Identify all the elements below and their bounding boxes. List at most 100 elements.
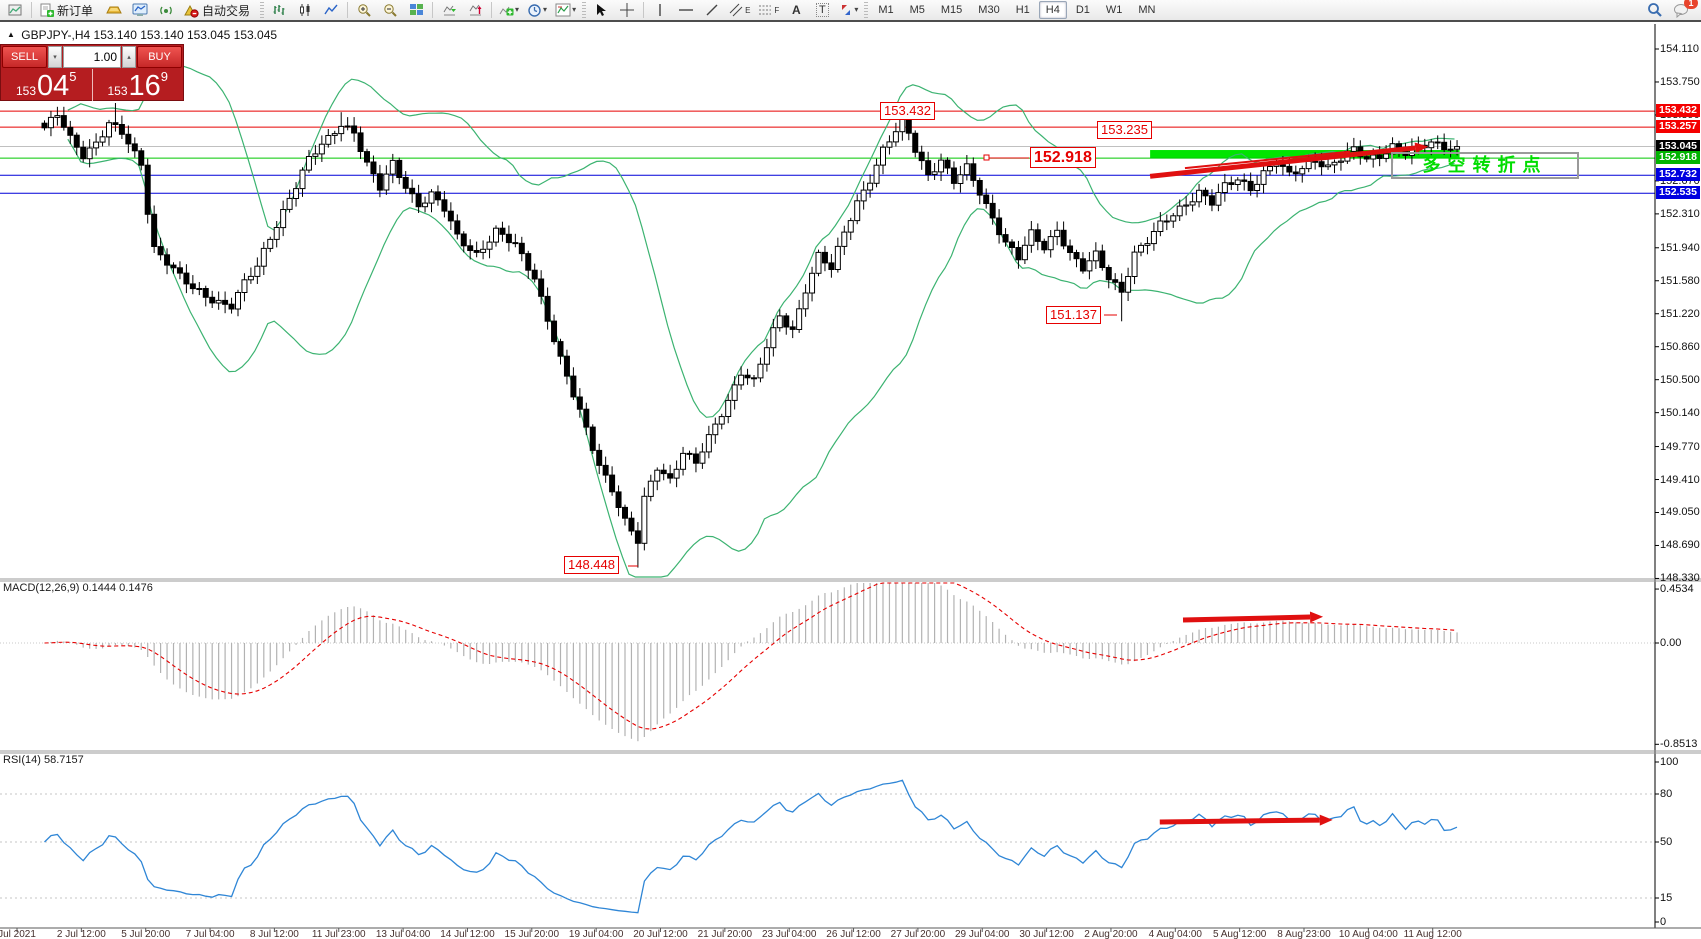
time-axis-label: 21 Jul 20:00 <box>697 929 753 939</box>
crosshair-icon <box>620 3 635 17</box>
trendline-tool-button[interactable] <box>700 0 724 20</box>
new-order-button[interactable]: 新订单 <box>36 0 100 20</box>
one-click-trading-widget: SELL ▾ ▴ BUY 153 04 5 153 16 9 <box>0 44 184 101</box>
sell-button[interactable]: SELL <box>2 46 47 68</box>
buy-price-big: 16 <box>128 70 161 102</box>
chart-shift-button[interactable] <box>463 0 487 20</box>
fibonacci-icon <box>758 3 773 17</box>
signals-button[interactable] <box>154 0 178 20</box>
text-tool-letter: A <box>791 3 801 17</box>
indicators-add-button[interactable]: ▾ <box>496 0 522 20</box>
candlestick-chart-button[interactable] <box>293 0 317 20</box>
signal-icon <box>159 3 174 17</box>
search-button[interactable] <box>1643 0 1667 20</box>
price-axis-tick: 151.940 <box>1660 241 1700 254</box>
rsi-axis-tick: 100 <box>1660 756 1679 768</box>
autotrade-icon <box>183 3 199 18</box>
rsi-label: RSI(14) 58.7157 <box>3 754 84 766</box>
label-tool-button[interactable]: T <box>810 0 834 20</box>
sell-price[interactable]: 153 04 5 <box>1 69 93 101</box>
notifications-button[interactable]: 1 <box>1669 0 1698 20</box>
tab-timeframe-m1[interactable]: M1 <box>878 4 894 16</box>
app-chart-button[interactable] <box>3 0 27 20</box>
collapse-triangle-icon[interactable]: ▲ <box>7 30 15 39</box>
candlestick-icon <box>298 3 312 17</box>
time-axis-label: 7 Jul 04:00 <box>185 929 235 939</box>
tab-timeframe-w1[interactable]: W1 <box>1105 4 1123 16</box>
price-axis-badge: 153.432 <box>1656 104 1700 118</box>
crosshair-tool-button[interactable] <box>615 0 639 20</box>
price-axis-badge: 152.535 <box>1656 186 1700 200</box>
volume-increase-button[interactable]: ▴ <box>122 46 136 68</box>
zoom-out-button[interactable] <box>378 0 402 20</box>
rsi-axis-tick: 50 <box>1660 836 1673 848</box>
line-chart-button[interactable] <box>319 0 343 20</box>
vertical-line-tool-button[interactable] <box>648 0 672 20</box>
cursor-tool-button[interactable] <box>589 0 613 20</box>
buy-price-prefix: 153 <box>107 84 128 98</box>
fibonacci-tool-button[interactable]: F <box>755 0 782 20</box>
line-chart-icon <box>324 3 338 17</box>
autotrade-button[interactable]: 自动交易 <box>180 0 257 20</box>
price-label-153235[interactable]: 153.235 <box>1097 121 1152 139</box>
tab-timeframe-mn[interactable]: MN <box>1138 4 1156 16</box>
tile-windows-button[interactable] <box>404 0 428 20</box>
templates-button[interactable]: ▾ <box>552 0 579 20</box>
buy-button[interactable]: BUY <box>137 46 182 68</box>
dropdown-caret-icon: ▾ <box>854 5 859 14</box>
macd-axis-tick: 0.00 <box>1660 637 1682 649</box>
buy-price[interactable]: 153 16 9 <box>93 69 184 101</box>
dropdown-caret-icon: ▾ <box>515 5 520 14</box>
volume-decrease-button[interactable]: ▾ <box>48 46 62 68</box>
autotrade-label: 自动交易 <box>202 3 251 18</box>
template-icon <box>555 3 571 17</box>
bar-chart-button[interactable] <box>267 0 291 20</box>
price-label-151137[interactable]: 151.137 <box>1046 306 1101 324</box>
time-axis-label: 29 Jul 04:00 <box>955 929 1010 939</box>
channel-tool-button[interactable]: E <box>726 0 753 20</box>
rsi-axis-tick: 0 <box>1660 916 1667 928</box>
time-axis-label: 10 Aug 04:00 <box>1338 929 1398 939</box>
tab-timeframe-d1[interactable]: D1 <box>1075 4 1090 16</box>
arrows-tool-button[interactable]: ▾ <box>836 0 861 20</box>
gold-symbols-button[interactable] <box>102 0 126 20</box>
price-label-152918[interactable]: 152.918 <box>1030 147 1096 168</box>
market-watch-button[interactable] <box>128 0 152 20</box>
periods-button[interactable]: ▾ <box>524 0 550 20</box>
zoom-in-button[interactable] <box>352 0 376 20</box>
price-axis-tick: 150.500 <box>1660 373 1700 386</box>
price-label-153432[interactable]: 153.432 <box>880 102 935 120</box>
zoom-in-icon <box>357 3 372 18</box>
chart-ohlc: 153.140 153.140 153.045 153.045 <box>93 28 278 42</box>
arrows-icon <box>839 3 853 17</box>
vertical-line-icon <box>655 3 665 17</box>
time-axis-label: 11 Jul 23:00 <box>311 929 366 939</box>
horizontal-line-tool-button[interactable] <box>674 0 698 20</box>
label-tool-letter: T <box>815 3 829 17</box>
cursor-icon <box>595 3 607 17</box>
price-axis-tick: 151.220 <box>1660 307 1700 320</box>
tab-timeframe-m15[interactable]: M15 <box>940 4 963 16</box>
auto-scroll-button[interactable] <box>437 0 461 20</box>
chart-title: ▲ GBPJPY-,H4 153.140 153.140 153.045 153… <box>7 28 277 42</box>
text-tool-button[interactable]: A <box>784 0 808 20</box>
tab-timeframe-h1[interactable]: H1 <box>1015 4 1030 16</box>
price-axis-tick: 154.110 <box>1660 43 1699 55</box>
tab-timeframe-m30[interactable]: M30 <box>978 4 1000 16</box>
price-label-148448[interactable]: 148.448 <box>564 556 619 574</box>
tab-timeframe-h4[interactable]: H4 <box>1038 1 1067 19</box>
price-axis-tick: 149.050 <box>1660 506 1700 519</box>
price-axis-tick: 153.750 <box>1660 75 1700 88</box>
price-axis-tick: 152.310 <box>1660 207 1700 220</box>
monitor-chart-icon <box>132 3 148 17</box>
annotation-note[interactable]: 多空转折点 <box>1391 152 1579 179</box>
price-axis-badge: 152.732 <box>1656 168 1700 182</box>
volume-input[interactable] <box>63 46 121 68</box>
tab-timeframe-m5[interactable]: M5 <box>909 4 925 16</box>
macd-label: MACD(12,26,9) 0.1444 0.1476 <box>3 582 153 594</box>
time-axis-label: 15 Jul 20:00 <box>504 929 560 939</box>
price-axis-badge: 152.918 <box>1656 151 1700 165</box>
price-axis-tick: 149.410 <box>1660 473 1700 486</box>
rsi-axis-tick: 80 <box>1660 788 1673 800</box>
